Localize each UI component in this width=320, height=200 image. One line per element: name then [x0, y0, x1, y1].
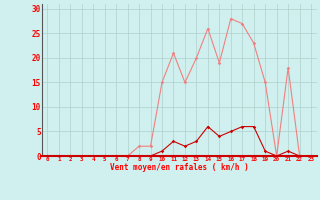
X-axis label: Vent moyen/en rafales ( km/h ): Vent moyen/en rafales ( km/h ) [110, 163, 249, 172]
